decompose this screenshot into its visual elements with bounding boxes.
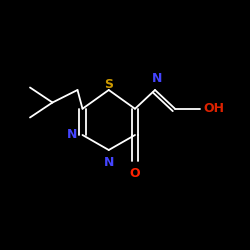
Text: S: S <box>104 78 113 91</box>
Text: OH: OH <box>204 102 225 115</box>
Text: N: N <box>66 128 77 141</box>
Text: N: N <box>104 156 114 168</box>
Text: O: O <box>130 167 140 180</box>
Text: N: N <box>152 72 163 85</box>
